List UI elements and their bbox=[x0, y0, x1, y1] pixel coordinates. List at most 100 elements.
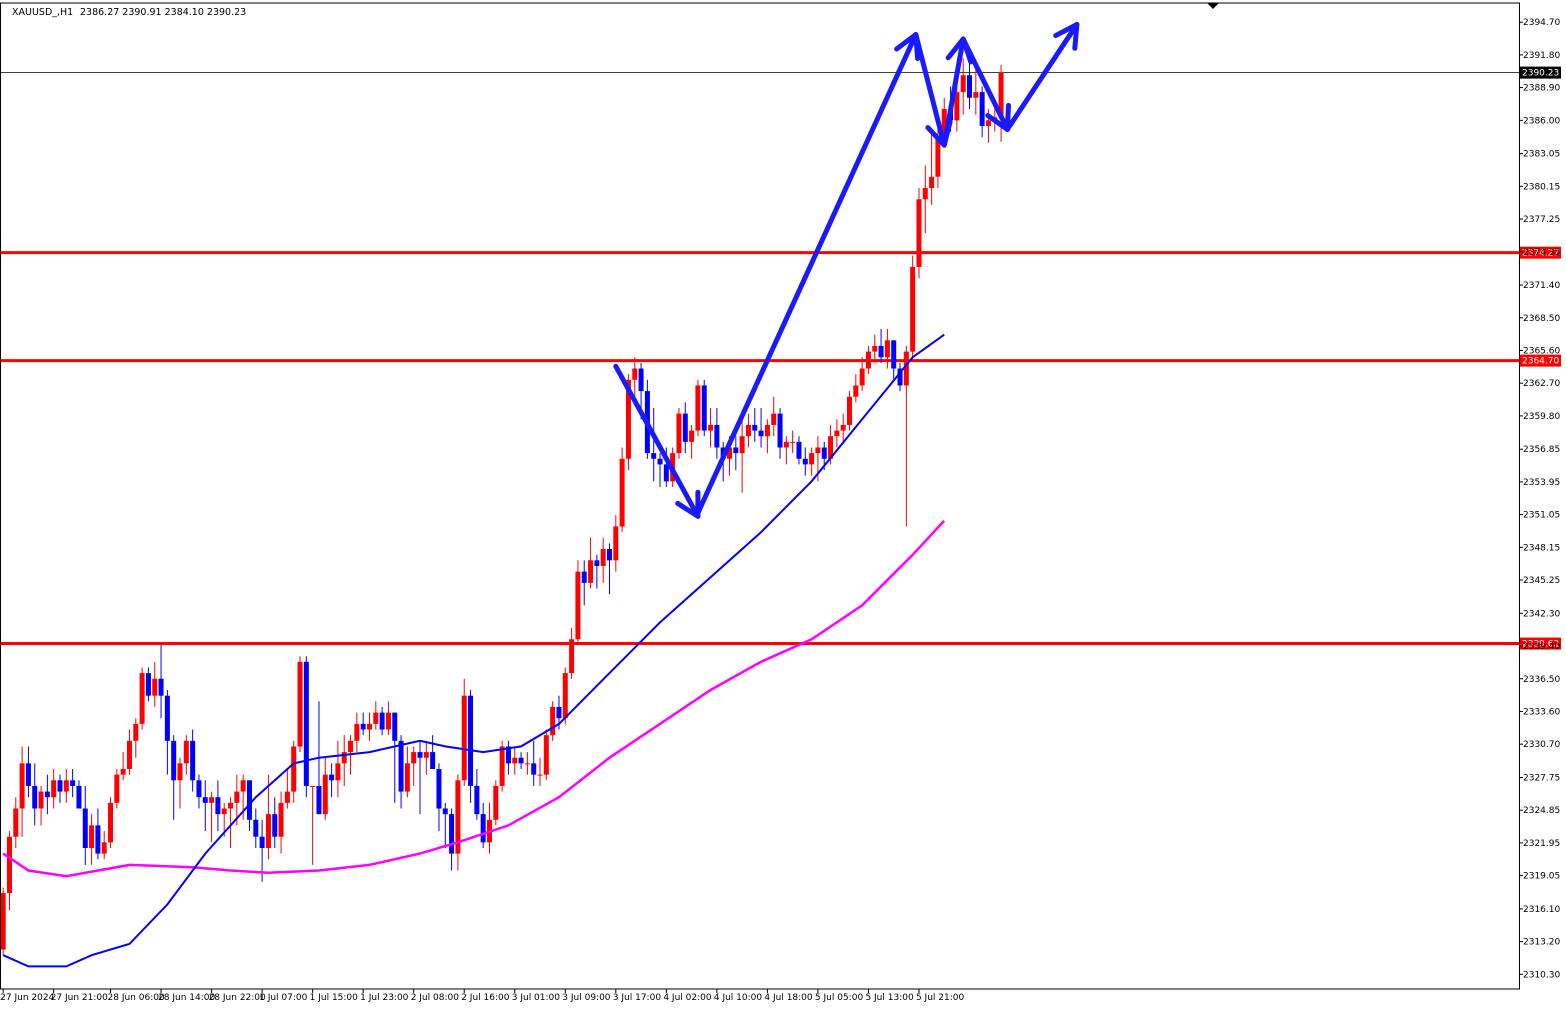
candle[interactable] bbox=[38, 785, 44, 826]
candle[interactable] bbox=[739, 419, 745, 493]
candle[interactable] bbox=[366, 712, 372, 741]
candle[interactable] bbox=[474, 769, 480, 820]
candle[interactable] bbox=[354, 712, 360, 753]
candle[interactable] bbox=[461, 678, 467, 786]
candle[interactable] bbox=[51, 769, 57, 809]
candle[interactable] bbox=[126, 729, 132, 775]
candle[interactable] bbox=[0, 887, 6, 956]
candle[interactable] bbox=[575, 560, 581, 645]
candle[interactable] bbox=[322, 757, 328, 820]
candle[interactable] bbox=[360, 712, 366, 736]
candle[interactable] bbox=[76, 780, 82, 809]
candle[interactable] bbox=[82, 785, 88, 865]
candle[interactable] bbox=[733, 436, 739, 471]
candle[interactable] bbox=[897, 362, 903, 392]
candle[interactable] bbox=[164, 690, 170, 775]
candle[interactable] bbox=[606, 543, 612, 595]
candle[interactable] bbox=[329, 763, 335, 798]
candle[interactable] bbox=[145, 667, 151, 702]
candle[interactable] bbox=[265, 774, 271, 860]
candle[interactable] bbox=[253, 808, 259, 848]
candle[interactable] bbox=[398, 735, 404, 809]
candle[interactable] bbox=[202, 780, 208, 832]
candle[interactable] bbox=[594, 554, 600, 589]
candle[interactable] bbox=[512, 746, 518, 775]
candle[interactable] bbox=[373, 701, 379, 730]
candle[interactable] bbox=[385, 701, 391, 736]
candle[interactable] bbox=[310, 785, 316, 865]
candle[interactable] bbox=[651, 408, 657, 482]
candle[interactable] bbox=[379, 706, 385, 736]
candle[interactable] bbox=[865, 345, 871, 375]
candle[interactable] bbox=[657, 453, 663, 487]
candle[interactable] bbox=[922, 165, 928, 234]
candle[interactable] bbox=[790, 430, 796, 454]
candle[interactable] bbox=[25, 746, 31, 798]
candle[interactable] bbox=[771, 396, 777, 437]
candle[interactable] bbox=[57, 774, 63, 803]
candle[interactable] bbox=[764, 419, 770, 454]
trend-arrow[interactable] bbox=[1004, 21, 1080, 132]
trend-arrow[interactable] bbox=[613, 363, 701, 519]
candle[interactable] bbox=[903, 345, 909, 527]
candle[interactable] bbox=[891, 340, 897, 380]
candle[interactable] bbox=[979, 86, 985, 138]
candle[interactable] bbox=[291, 740, 297, 803]
candle[interactable] bbox=[493, 780, 499, 826]
candle[interactable] bbox=[133, 718, 139, 758]
candle[interactable] bbox=[929, 131, 935, 205]
candle[interactable] bbox=[758, 408, 764, 448]
candle[interactable] bbox=[689, 424, 695, 459]
candle[interactable] bbox=[916, 188, 922, 279]
candle[interactable] bbox=[840, 413, 846, 442]
candle[interactable] bbox=[417, 740, 423, 815]
candle[interactable] bbox=[404, 746, 410, 798]
candle[interactable] bbox=[423, 740, 429, 775]
candle[interactable] bbox=[341, 735, 347, 786]
candle[interactable] bbox=[284, 769, 290, 809]
candle[interactable] bbox=[954, 80, 960, 132]
candle[interactable] bbox=[531, 740, 537, 786]
candle[interactable] bbox=[303, 656, 309, 798]
candle[interactable] bbox=[676, 408, 682, 459]
candle[interactable] bbox=[569, 627, 575, 679]
candle[interactable] bbox=[562, 667, 568, 724]
candle[interactable] bbox=[701, 379, 707, 437]
candle[interactable] bbox=[63, 769, 69, 803]
candle[interactable] bbox=[411, 746, 417, 786]
candle[interactable] bbox=[777, 408, 783, 459]
candle[interactable] bbox=[695, 379, 701, 437]
candle[interactable] bbox=[89, 814, 95, 865]
candle[interactable] bbox=[745, 413, 751, 448]
candle[interactable] bbox=[809, 447, 815, 476]
candle[interactable] bbox=[884, 329, 890, 369]
candle[interactable] bbox=[480, 802, 486, 848]
candle[interactable] bbox=[139, 667, 145, 730]
candle[interactable] bbox=[44, 774, 50, 815]
candle[interactable] bbox=[171, 735, 177, 820]
candle[interactable] bbox=[297, 656, 303, 753]
candle[interactable] bbox=[101, 831, 107, 860]
candle[interactable] bbox=[518, 752, 524, 770]
candle[interactable] bbox=[973, 63, 979, 115]
candle[interactable] bbox=[70, 769, 76, 798]
candle[interactable] bbox=[600, 537, 606, 583]
candle[interactable] bbox=[505, 740, 511, 775]
candle[interactable] bbox=[998, 64, 1004, 142]
candle[interactable] bbox=[278, 791, 284, 854]
candle[interactable] bbox=[19, 746, 25, 837]
candle[interactable] bbox=[6, 831, 12, 911]
candle[interactable] bbox=[177, 757, 183, 809]
candle[interactable] bbox=[449, 808, 455, 871]
candle[interactable] bbox=[486, 802, 492, 854]
candle[interactable] bbox=[95, 808, 101, 860]
candle[interactable] bbox=[619, 447, 625, 533]
candle[interactable] bbox=[802, 447, 808, 476]
candle[interactable] bbox=[108, 797, 114, 848]
candle[interactable] bbox=[581, 560, 587, 606]
candle[interactable] bbox=[960, 58, 966, 115]
chart-shift-marker[interactable] bbox=[1207, 3, 1219, 9]
candle[interactable] bbox=[613, 515, 619, 572]
candle[interactable] bbox=[935, 120, 941, 189]
candle[interactable] bbox=[543, 729, 549, 781]
